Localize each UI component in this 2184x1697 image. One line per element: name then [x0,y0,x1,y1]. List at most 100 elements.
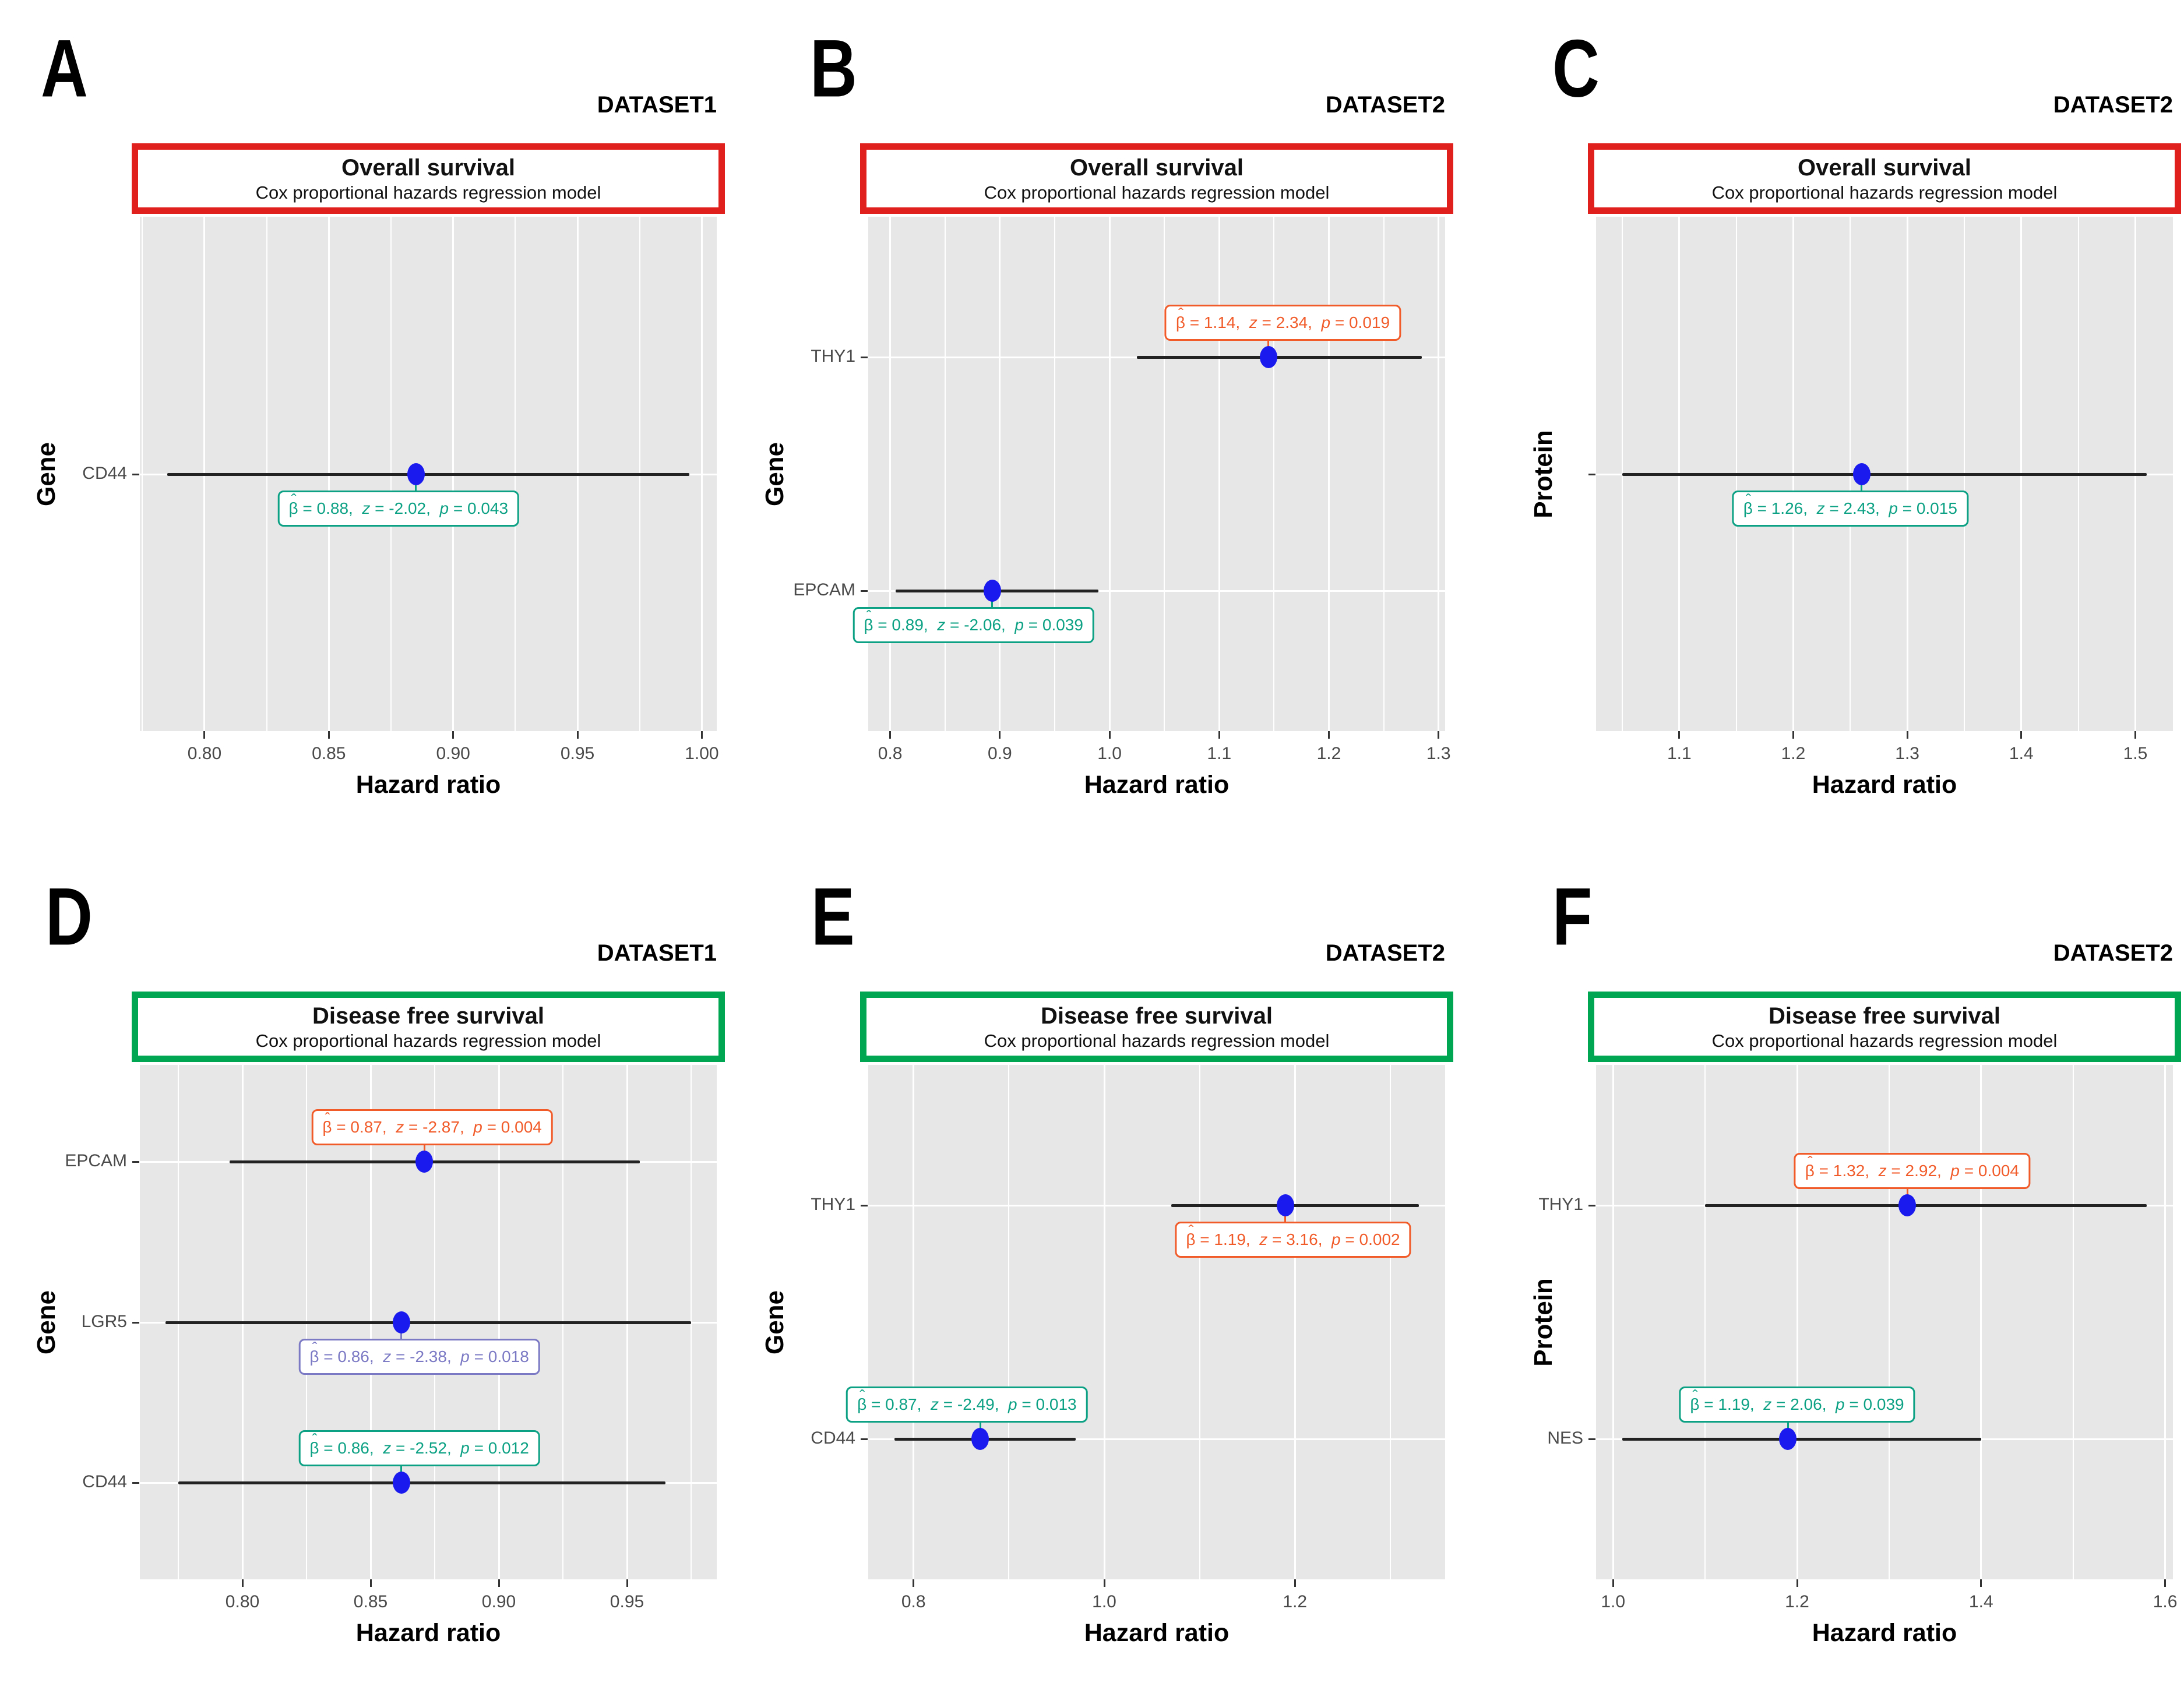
x-tick-label: 1.6 [2153,1592,2178,1611]
x-tick [626,1579,628,1587]
x-tick-label: 1.5 [2123,744,2148,763]
annotation-text-part: z [362,499,371,517]
x-axis-title: Hazard ratio [1084,1619,1230,1647]
major-gridline [1438,217,1440,731]
annotation-text-part: p [1889,499,1898,517]
panel-a: A DATASET1 Overall survival Cox proportiona… [0,0,728,848]
x-axis-title: Hazard ratio [1812,771,1957,799]
major-gridline [913,1065,915,1579]
survival-title: Overall survival [1070,154,1244,181]
row-gridline [868,1438,1445,1440]
minor-gridline [1164,217,1165,731]
annotation-text-part: 0.039 [1863,1395,1904,1414]
category-label: NES [1547,1428,1583,1448]
hat-accent: ˆ [866,608,872,626]
x-tick [241,1579,244,1587]
confidence-interval-line [1622,472,2147,476]
annotation-text-part: = [332,1118,351,1137]
x-tick [889,731,892,739]
y-tick [1588,473,1595,475]
beta-glyph: β [1743,499,1753,517]
x-tick [2020,731,2023,739]
annotation-text-part: z [1763,1395,1772,1414]
beta-glyph: β [309,1439,319,1458]
major-gridline [889,217,892,731]
y-tick [132,473,139,475]
x-tick [327,731,330,739]
survival-title: Disease free survival [1040,1003,1273,1029]
survival-title-box: Disease free survival Cox proportional ha… [132,992,725,1062]
annotation-text-part: , [1937,1162,1951,1180]
y-axis-title: Protein [1521,1272,1566,1373]
annotation-text-part: z [396,1118,404,1137]
annotation-text-part: = [1886,1162,1905,1180]
annotation-text-part: , [1822,1395,1836,1414]
annotation-text-part: 2.92 [1905,1162,1938,1180]
y-tick [861,1438,868,1440]
annotation-text-part: , [1235,313,1249,332]
annotation-text-part: = [1699,1395,1718,1414]
beta-glyph: β [322,1118,332,1137]
annotation-text-part: = [1771,1395,1791,1414]
x-tick [2134,731,2136,739]
category-label: EPCAM [793,580,855,599]
x-axis-title: Hazard ratio [1812,1619,1957,1647]
annotation-text-part: = [319,1347,338,1366]
x-tick [1108,731,1111,739]
estimate-point [1259,346,1277,368]
x-tick [1792,731,1794,739]
annotation-text-part: 0.88 [316,499,349,517]
annotation-text-part: p [1008,1395,1017,1414]
annotation-text-part: z [383,1439,392,1458]
x-tick-label: 1.1 [1667,744,1692,763]
annotation-text-part: 1.19 [1214,1230,1246,1248]
annotation-text-part: -2.52 [410,1439,447,1458]
panel-letter: E [811,871,855,962]
survival-title: Overall survival [341,154,515,181]
y-axis-title: Gene [32,442,61,506]
annotation-text-part: = [945,616,964,634]
x-tick [700,731,703,739]
confidence-interval-line [1171,1204,1419,1207]
annotation-text-part: z [383,1347,392,1366]
annotation-text-part: p [1014,616,1024,634]
survival-subtitle: Cox proportional hazards regression mode… [1711,182,2058,203]
annotation-text-part: = [469,1439,488,1458]
category-label: CD44 [82,464,127,483]
minor-gridline [1054,217,1055,731]
beta-glyph: β [1690,1395,1700,1414]
annotation-text-part: 0.012 [488,1439,529,1458]
row-gridline [868,590,1445,592]
panel-c: C DATASET2 Overall survival Cox proportiona… [1456,0,2184,848]
category-label: CD44 [811,1428,855,1448]
annotation-text-part: 1.32 [1833,1162,1865,1180]
annotation-text-part: = [1017,1395,1036,1414]
annotation-text-part: 2.34 [1276,313,1308,332]
x-tick [1980,1579,1982,1587]
survival-title-box: Overall survival Cox proportional hazards… [860,143,1453,214]
hat-accent: ˆ [312,1431,318,1449]
x-tick [1796,1579,1798,1587]
annotation-text-part: , [1308,313,1322,332]
x-tick-label: 0.80 [187,744,222,763]
hat-accent: ˆ [1178,305,1183,323]
minor-gridline [1383,217,1385,731]
panel-b: B DATASET2 Overall survival Cox proportiona… [728,0,1456,848]
survival-subtitle: Cox proportional hazards regression mode… [255,182,601,203]
annotation-text-part: 0.002 [1359,1230,1400,1248]
row-gridline [868,1204,1445,1206]
annotation-text-part: = [482,1118,501,1137]
annotation-text-part: , [459,1118,474,1137]
confidence-interval-line [230,1160,640,1163]
y-tick [861,1204,868,1206]
category-label: THY1 [811,1195,855,1214]
survival-subtitle: Cox proportional hazards regression mode… [984,1030,1330,1051]
annotation-text-part: = [449,499,467,517]
